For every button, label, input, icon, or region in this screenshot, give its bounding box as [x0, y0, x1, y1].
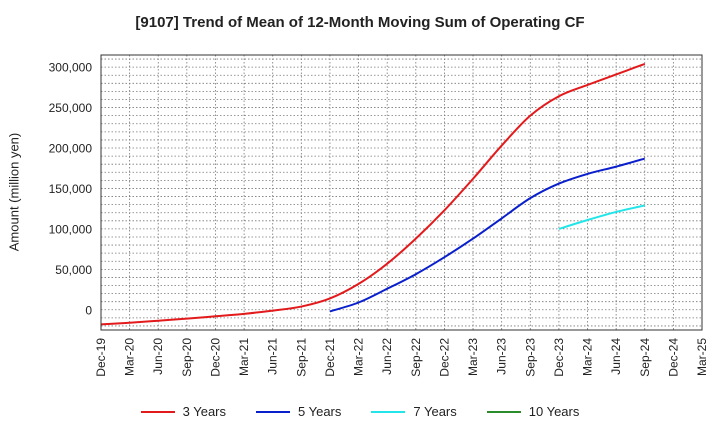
x-tick-label: Sep-20: [180, 338, 194, 377]
x-tick-label: Dec-24: [666, 338, 680, 377]
x-tick-label: Sep-24: [638, 338, 652, 377]
x-tick-label: Dec-23: [552, 338, 566, 377]
series-line-5-years: [329, 157, 646, 313]
x-tick-labels: Dec-19 Mar-20 Jun-20 Sep-20 Dec-20 Mar-21 Jun-…: [94, 338, 709, 377]
legend-swatch: [140, 410, 175, 413]
x-tick-label: Dec-21: [323, 338, 337, 377]
legend-label: 7 Years: [413, 404, 457, 419]
y-tick-label: 150,000: [49, 182, 93, 196]
legend-label: 5 Years: [298, 404, 342, 419]
legend-swatch: [256, 410, 290, 413]
x-tick-label: Dec-22: [437, 338, 451, 377]
x-tick-label: Dec-19: [94, 338, 108, 377]
legend-swatch: [486, 410, 521, 413]
x-tick-label: Jun-23: [495, 338, 509, 375]
chart-title: [9107] Trend of Mean of 12-Month Moving …: [135, 14, 585, 31]
legend-label: 3 Years: [182, 404, 226, 419]
x-tick-label: Jun-22: [380, 338, 394, 375]
x-tick-label: Jun-20: [151, 338, 165, 375]
legend-item: 7 Years: [371, 404, 457, 419]
x-tick-label: Jun-24: [609, 338, 623, 375]
y-tick-label: 250,000: [49, 101, 93, 115]
legend-item: 3 Years: [140, 404, 226, 419]
series-line-7-years: [558, 204, 645, 230]
legend-label: 10 Years: [528, 404, 580, 419]
x-tick-label: Mar-23: [466, 338, 480, 376]
grid-lines: [100, 55, 703, 330]
x-tick-label: Sep-22: [409, 338, 423, 377]
series-lines: [100, 62, 646, 326]
x-tick-label: Dec-20: [208, 338, 222, 377]
x-tick-label: Sep-23: [523, 338, 537, 377]
x-tick-label: Mar-25: [695, 338, 709, 376]
legend-item: 5 Years: [256, 404, 341, 419]
plot-area-frame: [100, 54, 703, 331]
x-tick-label: Mar-21: [237, 338, 251, 376]
y-tick-label: 100,000: [49, 222, 93, 236]
y-tick-label: 300,000: [49, 61, 93, 75]
legend-item: 10 Years: [486, 404, 580, 419]
y-tick-label: 50,000: [55, 263, 92, 277]
x-tick-label: Jun-21: [266, 338, 280, 375]
y-tick-labels: 0 50,000 100,000 150,000 200,000 250,000 300,0…: [49, 61, 93, 318]
legend-swatch: [371, 410, 406, 413]
y-tick-label: 0: [85, 303, 92, 317]
series-line-3-years: [100, 62, 646, 326]
x-tick-label: Sep-21: [294, 338, 308, 377]
legend: 3 Years 5 Years 7 Years 10 Years: [0, 404, 720, 419]
x-tick-label: Mar-24: [581, 338, 595, 376]
x-tick-label: Mar-20: [123, 338, 137, 376]
x-tick-label: Mar-22: [352, 338, 366, 376]
y-tick-label: 200,000: [49, 142, 93, 156]
